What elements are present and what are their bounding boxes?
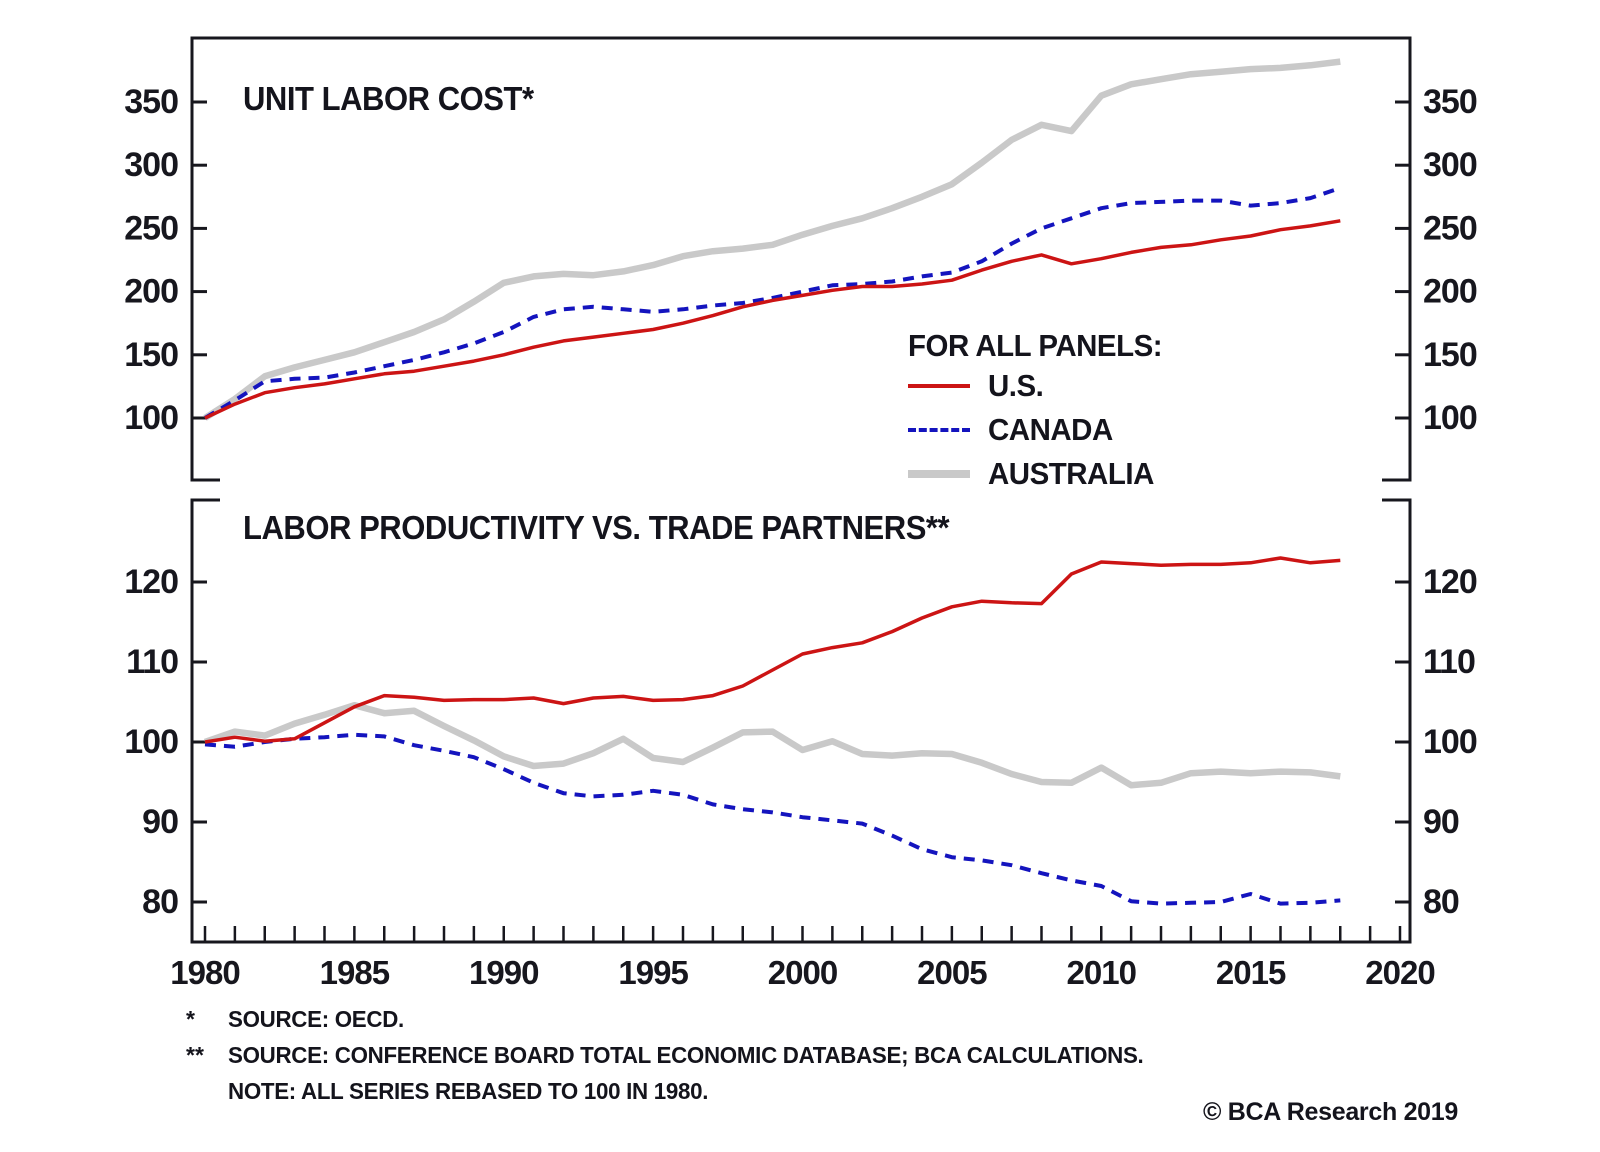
series-line-australia: [203, 701, 1341, 789]
x-tick-label: 1995: [618, 954, 688, 991]
y-tick-label-left: 200: [124, 273, 178, 311]
footnote-line-2: ** SOURCE: CONFERENCE BOARD TOTAL ECONOM…: [186, 1042, 1172, 1078]
x-tick-label: 1990: [469, 954, 538, 991]
x-axis: 1980 1985 1990 1995 2000 2005 2010 2015 2020: [170, 926, 1436, 991]
footnote-marker-1: *: [186, 1006, 195, 1032]
series-group: [203, 556, 1341, 906]
footnotes: * SOURCE: OECD. ** SOURCE: CONFERENCE BO…: [186, 1006, 1172, 1114]
panel-bottom: 80 80 90 90 100 100 110 110 120 120: [124, 498, 1478, 944]
y-tick-label-right: 120: [1423, 563, 1477, 601]
x-tick-label: 2005: [917, 954, 987, 991]
y-tick-label-right: 110: [1423, 643, 1475, 681]
legend-swatch-1-line-icon: [908, 428, 970, 432]
series-line-canada: [204, 732, 1341, 906]
x-tick-label: 1980: [170, 954, 239, 991]
y-tick-label-right: 100: [1423, 723, 1477, 761]
y-tick-label-right: 200: [1423, 273, 1477, 311]
x-tick-label: 2000: [768, 954, 837, 991]
legend-item-us: U.S.: [908, 364, 1175, 408]
y-tick-label-left: 150: [124, 336, 178, 374]
y-tick-label-right: 90: [1423, 803, 1459, 841]
legend-item-label: AUSTRALIA: [988, 456, 1154, 491]
x-tick-label: 2020: [1365, 954, 1434, 991]
y-tick-label-left: 250: [124, 209, 178, 247]
footnote-line-1: * SOURCE: OECD.: [186, 1006, 1172, 1042]
footnote-text-2: SOURCE: CONFERENCE BOARD TOTAL ECONOMIC …: [228, 1042, 1144, 1068]
y-tick-label-right: 80: [1423, 883, 1459, 921]
y-tick-label-right: 100: [1423, 399, 1477, 437]
series-line-us: [204, 219, 1341, 420]
legend-item-canada: CANADA: [908, 408, 1175, 452]
y-tick-label-left: 100: [124, 723, 178, 761]
y-tick-label-right: 350: [1423, 83, 1477, 121]
x-tick-label: 2010: [1067, 954, 1136, 991]
copyright-notice: © BCA Research 2019: [1203, 1098, 1458, 1126]
y-tick-label-left: 350: [124, 83, 178, 121]
y-tick-label-left: 80: [142, 883, 178, 921]
x-tick-label: 1985: [320, 954, 390, 991]
series-group: [203, 58, 1341, 421]
legend-heading: FOR ALL PANELS:: [908, 328, 1163, 363]
x-tick-label: 2015: [1216, 954, 1286, 991]
series-line-australia: [203, 58, 1341, 421]
y-tick-label-left: 300: [124, 146, 178, 184]
legend-item-label: U.S.: [988, 368, 1044, 403]
y-tick-label-left: 120: [124, 563, 178, 601]
footnote-text-1: SOURCE: OECD.: [228, 1006, 404, 1032]
legend-item-label: CANADA: [988, 412, 1113, 447]
y-tick-label-right: 250: [1423, 209, 1477, 247]
panel-frame: [190, 498, 1412, 944]
footnote-text-3: NOTE: ALL SERIES REBASED TO 100 IN 1980.: [228, 1078, 709, 1104]
legend-items: U.S. CANADA AUSTRALIA: [908, 364, 1175, 496]
legend-swatch-0-line-icon: [908, 384, 970, 388]
y-tick-label-left: 110: [126, 643, 178, 681]
legend: FOR ALL PANELS: U.S. CANADA AUSTRALIA: [908, 328, 1175, 496]
series-line-canada: [203, 186, 1341, 420]
y-tick-label-left: 90: [142, 803, 178, 841]
panel-top: 100 100 150 150 200 200 250 250 300 300 350 350: [124, 36, 1478, 482]
series-line-us: [204, 556, 1341, 744]
bottom-panel-title: LABOR PRODUCTIVITY VS. TRADE PARTNERS**: [243, 509, 950, 546]
top-panel-title: UNIT LABOR COST*: [243, 80, 534, 117]
y-tick-label-right: 150: [1423, 336, 1477, 374]
footnote-marker-2: **: [186, 1042, 204, 1068]
legend-item-australia: AUSTRALIA: [908, 452, 1175, 496]
footnote-line-3: NOTE: ALL SERIES REBASED TO 100 IN 1980.: [186, 1078, 1172, 1114]
legend-swatch-2-line-icon: [908, 470, 970, 478]
y-tick-label-right: 300: [1423, 146, 1477, 184]
panel-frame: [190, 36, 1412, 482]
y-tick-label-left: 100: [124, 399, 178, 437]
